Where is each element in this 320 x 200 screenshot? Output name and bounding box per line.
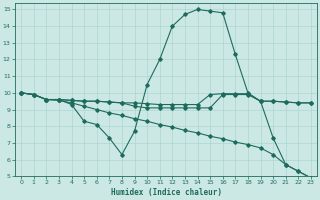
X-axis label: Humidex (Indice chaleur): Humidex (Indice chaleur): [110, 188, 221, 197]
